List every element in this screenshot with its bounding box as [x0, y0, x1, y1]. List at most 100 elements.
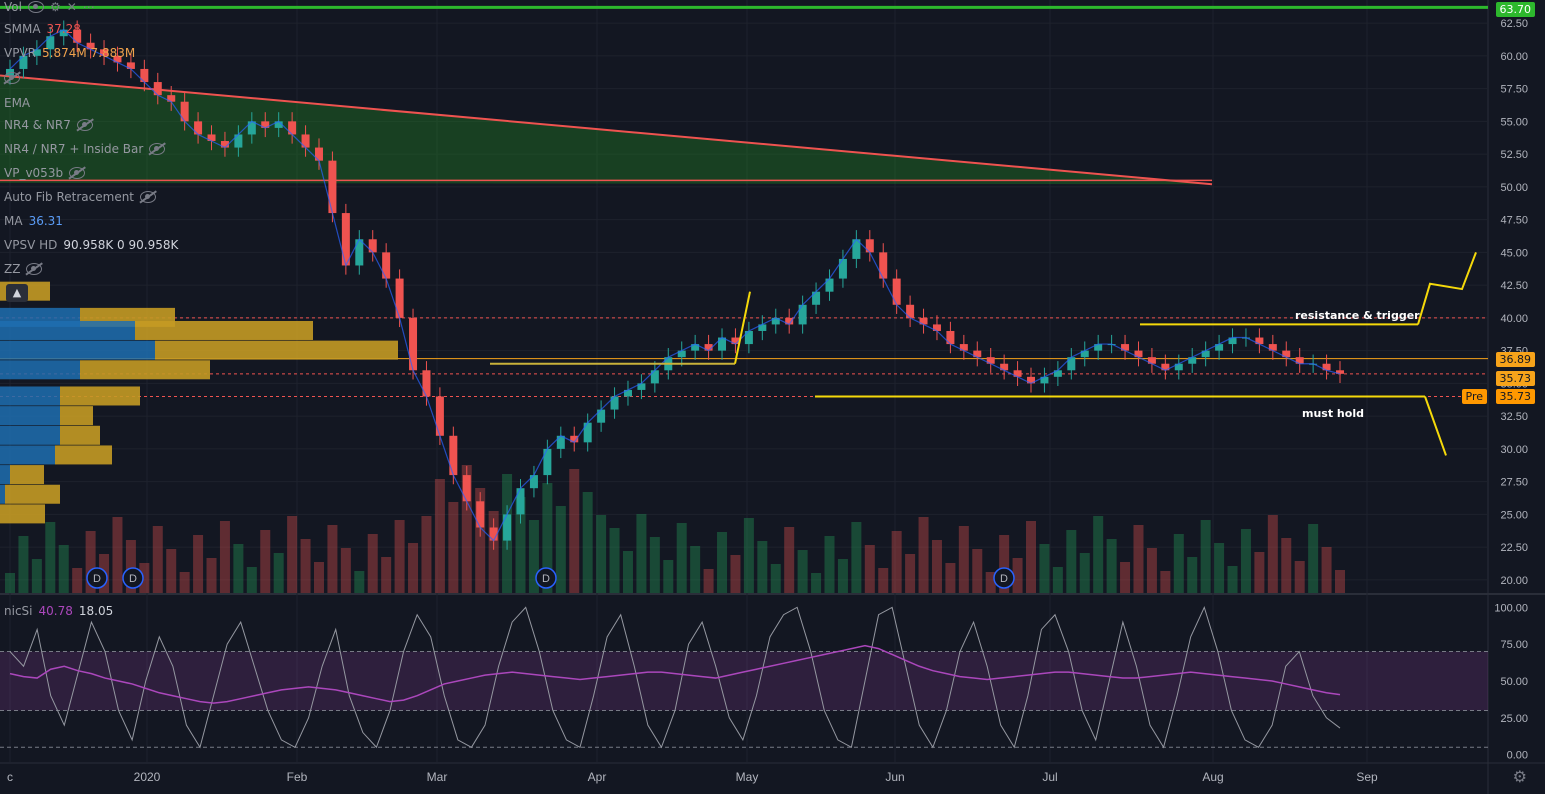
- candle-body: [46, 36, 55, 50]
- time-label: May: [736, 770, 759, 784]
- legend-row-fib[interactable]: Auto Fib Retracement: [4, 190, 157, 204]
- volume-bar: [381, 557, 392, 593]
- candle-body: [812, 291, 821, 305]
- legend-row-nr-inside[interactable]: NR4 / NR7 + Inside Bar: [4, 142, 166, 156]
- projection-up: [1417, 252, 1477, 325]
- volume-bar: [488, 511, 499, 593]
- price-tick-label: 47.50: [1500, 215, 1528, 227]
- volume-profile-bar: [0, 484, 5, 504]
- eye-off-icon[interactable]: [76, 119, 93, 131]
- candle-body: [355, 239, 364, 266]
- volume-bar: [340, 548, 351, 593]
- eye-off-icon[interactable]: [4, 72, 20, 84]
- time-label: Jul: [1042, 770, 1057, 784]
- indicator-value-2: 18.05: [78, 604, 114, 618]
- close-icon[interactable]: ✕: [66, 0, 77, 14]
- legend-row-ma[interactable]: MA 36.31: [4, 214, 63, 228]
- volume-bar: [676, 523, 687, 593]
- volume-bar: [1227, 566, 1238, 593]
- more-icon[interactable]: ⋯: [82, 0, 95, 14]
- volume-bar: [931, 540, 942, 593]
- indicator-band: [0, 651, 1488, 711]
- time-label: Sep: [1356, 770, 1378, 784]
- candle-body: [771, 317, 780, 325]
- legend-row-vp[interactable]: VP_v053b: [4, 166, 86, 180]
- price-tag-top: 63.70: [1495, 2, 1535, 17]
- legend-row-vpvr[interactable]: VPVR 5.874M 7.883M: [4, 46, 135, 60]
- volume-bar: [1281, 538, 1292, 593]
- legend-name: Auto Fib Retracement: [4, 190, 135, 204]
- candle-body: [1201, 350, 1210, 358]
- candle-body: [462, 475, 471, 502]
- indicator-legend[interactable]: nicSi 40.78 18.05: [4, 604, 113, 618]
- candle-body: [140, 68, 149, 83]
- legend-name: VP_v053b: [4, 166, 64, 180]
- legend-value: 36.31: [28, 214, 63, 228]
- legend-row-zz[interactable]: ZZ: [4, 262, 43, 276]
- volume-profile-bar: [0, 465, 10, 485]
- volume-bar: [206, 558, 217, 593]
- time-label: Feb: [287, 770, 308, 784]
- volume-bar: [367, 534, 378, 593]
- legend-name: NR4 & NR7: [4, 118, 71, 132]
- candle-body: [1188, 357, 1197, 364]
- volume-bar: [246, 567, 257, 593]
- volume-bar: [824, 536, 835, 593]
- volume-bar: [1187, 557, 1198, 593]
- volume-profile-bar: [10, 465, 44, 485]
- volume-profile-bar: [0, 320, 135, 340]
- candle-body: [691, 344, 700, 351]
- indicator-tick-label: 50.00: [1500, 676, 1528, 688]
- legend-row-vol[interactable]: Vol ⚙ ✕ ⋯: [4, 0, 95, 14]
- candle-body: [637, 383, 646, 390]
- legend-row-vpsv[interactable]: VPSV HD 90.958K 0 90.958K: [4, 238, 178, 252]
- candle-body: [919, 317, 928, 325]
- volume-bar: [905, 554, 916, 593]
- candle-body: [677, 350, 686, 358]
- volume-bar: [1079, 553, 1090, 593]
- volume-profile-bar: [135, 320, 313, 340]
- candle-body: [1215, 344, 1224, 351]
- indicator-tick-label: 100.00: [1494, 602, 1528, 614]
- candle-body: [113, 55, 122, 63]
- volume-bar: [5, 573, 15, 593]
- eye-icon[interactable]: [27, 1, 44, 13]
- time-label: Jun: [885, 770, 904, 784]
- volume-bar: [219, 521, 230, 593]
- settings-icon[interactable]: ⚙: [1512, 767, 1527, 786]
- volume-bar: [743, 518, 754, 593]
- eye-off-icon[interactable]: [69, 167, 86, 179]
- volume-bar: [45, 522, 56, 593]
- legend-value: 37.28: [46, 22, 81, 36]
- volume-bar: [179, 572, 190, 593]
- legend-row-nr[interactable]: NR4 & NR7: [4, 118, 93, 132]
- volume-bar: [864, 545, 875, 593]
- candle-body: [503, 514, 512, 541]
- volume-bar: [421, 516, 432, 593]
- volume-bar: [609, 528, 620, 593]
- time-label: c: [7, 770, 13, 784]
- eye-off-icon[interactable]: [140, 191, 157, 203]
- gear-icon[interactable]: ⚙: [49, 0, 61, 14]
- legend-row-eye-only[interactable]: [4, 72, 20, 84]
- candle-body: [167, 95, 176, 102]
- volume-bar: [394, 520, 405, 593]
- volume-bar: [945, 563, 956, 593]
- candle-body: [409, 317, 418, 371]
- candle-body: [932, 324, 941, 331]
- candle-body: [489, 527, 498, 541]
- volume-bar: [730, 555, 741, 593]
- eye-off-icon[interactable]: [149, 143, 166, 155]
- volume-bar: [770, 564, 781, 593]
- candle-body: [382, 252, 391, 279]
- legend-name: MA: [4, 214, 23, 228]
- price-tick-label: 27.50: [1500, 477, 1528, 489]
- collapse-legend-button[interactable]: ▲: [6, 284, 28, 302]
- eye-off-icon[interactable]: [26, 263, 43, 275]
- legend-row-smma[interactable]: SMMA 37.28: [4, 22, 81, 36]
- volume-bar: [1160, 571, 1171, 593]
- price-tick-label: 52.50: [1500, 149, 1528, 161]
- candle-body: [1295, 357, 1304, 364]
- legend-row-ema[interactable]: EMA: [4, 96, 30, 110]
